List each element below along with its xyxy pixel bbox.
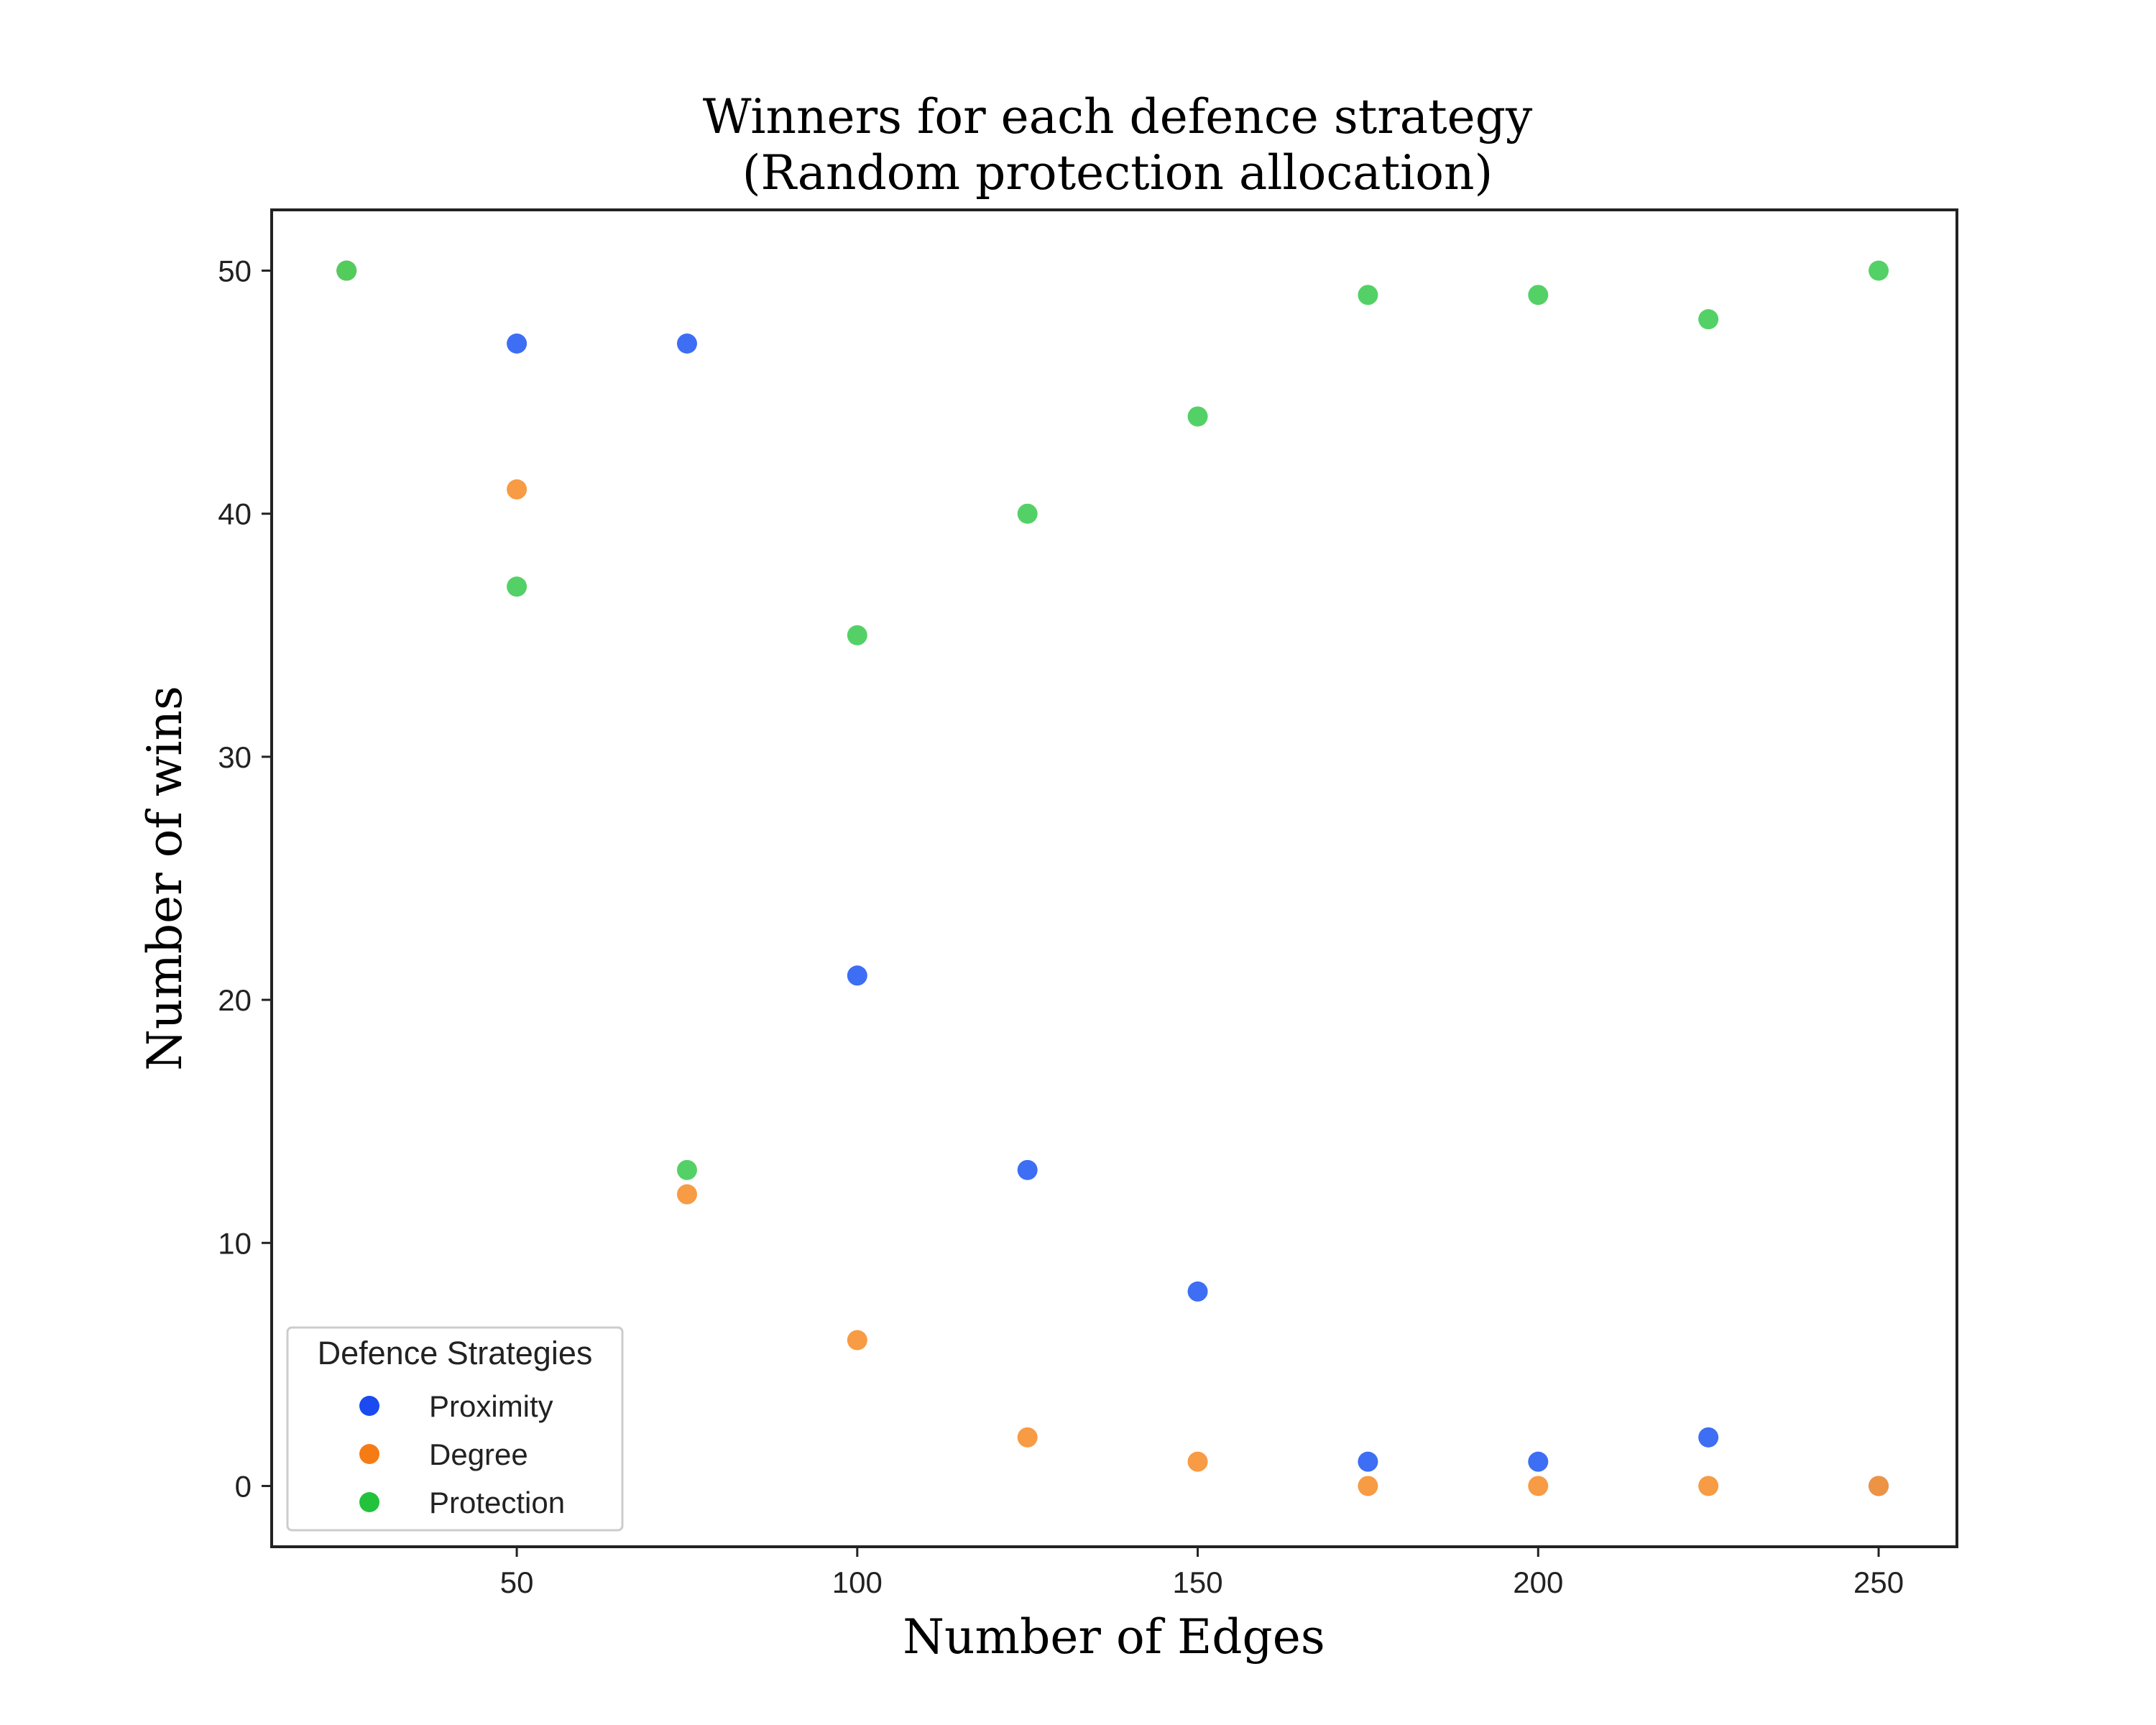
axis-ticks: 50 100 150 200 250 0 10 20 30 40 50 — [218, 254, 1904, 1599]
y-tick-label: 30 — [218, 740, 252, 774]
y-tick-label: 40 — [218, 497, 252, 531]
y-tick-label: 0 — [235, 1469, 252, 1503]
y-tick-label: 10 — [218, 1226, 252, 1260]
legend-box — [286, 1326, 624, 1532]
point-degree — [1017, 1427, 1038, 1448]
point-protection — [1528, 285, 1549, 305]
point-protection — [1698, 309, 1719, 330]
legend-label-degree: Degree — [429, 1438, 528, 1471]
point-protection — [336, 260, 357, 281]
point-proximity — [1017, 1159, 1038, 1180]
x-tick-label: 200 — [1513, 1565, 1563, 1599]
x-axis-label: Number of Edges — [903, 1609, 1325, 1665]
point-degree — [1869, 1476, 1889, 1496]
point-degree — [1698, 1476, 1719, 1496]
point-degree — [507, 479, 528, 500]
legend-title: Defence Strategies — [318, 1335, 593, 1371]
point-protection — [507, 576, 528, 597]
point-proximity — [507, 334, 528, 354]
point-proximity — [1698, 1427, 1719, 1448]
point-degree — [1187, 1451, 1208, 1472]
point-degree — [676, 1184, 697, 1205]
y-tick-label: 50 — [218, 254, 252, 288]
legend-label-proximity: Proximity — [429, 1389, 553, 1423]
chart-title-line-1: Winners for each defence strategy — [703, 89, 1533, 144]
point-proximity — [1528, 1451, 1549, 1472]
legend-marker-protection — [359, 1492, 379, 1512]
data-points — [336, 260, 1889, 1496]
point-degree — [1358, 1476, 1378, 1496]
point-protection — [1358, 285, 1378, 305]
legend-marker-degree — [359, 1444, 379, 1464]
x-tick-label: 100 — [832, 1565, 883, 1599]
legend-label-protection: Protection — [429, 1486, 565, 1519]
plot-frame — [270, 208, 1958, 1548]
point-proximity — [847, 965, 867, 986]
y-tick-label: 20 — [218, 983, 252, 1017]
point-proximity — [1358, 1451, 1378, 1472]
x-tick-label: 250 — [1853, 1565, 1904, 1599]
chart-title-line-2: (Random protection allocation) — [742, 145, 1493, 201]
y-axis-label: Number of wins — [137, 686, 193, 1071]
point-protection — [676, 1159, 697, 1180]
point-protection — [1187, 406, 1208, 427]
point-proximity — [676, 334, 697, 354]
point-proximity — [1187, 1281, 1208, 1302]
legend-marker-proximity — [359, 1396, 379, 1416]
x-tick-label: 150 — [1173, 1565, 1223, 1599]
point-protection — [1869, 260, 1889, 281]
point-protection — [1017, 503, 1038, 524]
legend: Defence Strategies Proximity Degree Protec… — [286, 1326, 624, 1532]
point-degree — [1528, 1476, 1549, 1496]
point-degree — [847, 1330, 867, 1351]
point-protection — [847, 625, 867, 645]
x-tick-label: 50 — [500, 1565, 534, 1599]
